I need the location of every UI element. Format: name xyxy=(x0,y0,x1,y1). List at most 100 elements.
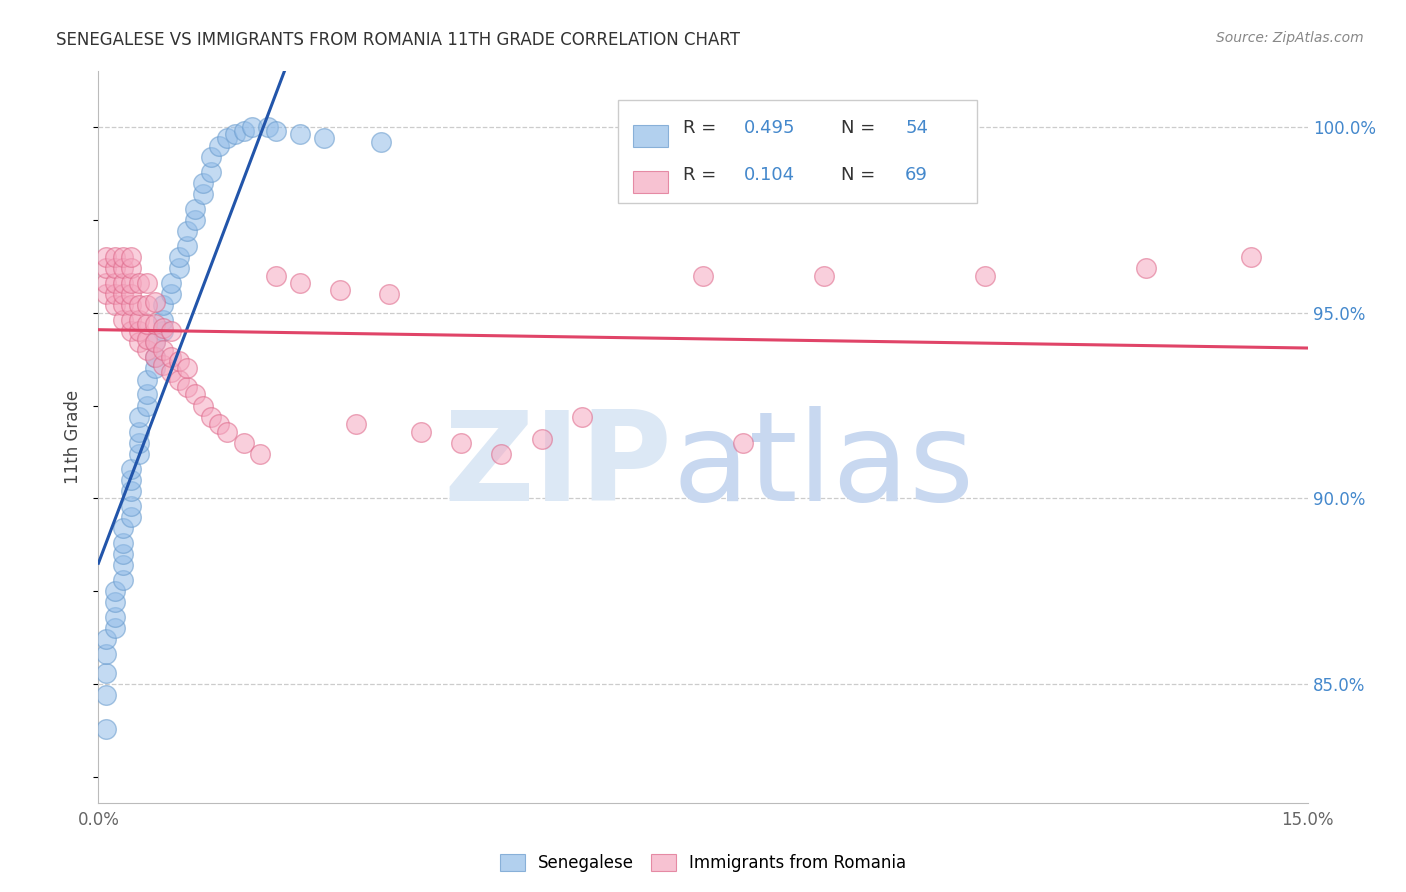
Text: 69: 69 xyxy=(905,166,928,185)
Point xyxy=(120,276,142,290)
Point xyxy=(143,294,166,309)
Point xyxy=(103,250,125,264)
Text: R =: R = xyxy=(683,120,716,137)
Point xyxy=(491,447,513,461)
Point xyxy=(160,365,183,379)
Point xyxy=(152,358,174,372)
Point xyxy=(288,276,311,290)
Point xyxy=(176,361,198,376)
Point xyxy=(135,317,157,331)
Point xyxy=(128,324,150,338)
Point xyxy=(264,124,287,138)
Point xyxy=(111,287,134,301)
Point xyxy=(184,387,207,401)
Point xyxy=(152,298,174,312)
Bar xyxy=(633,171,668,193)
Point xyxy=(96,688,118,702)
Point xyxy=(120,461,142,475)
Point xyxy=(232,435,254,450)
Point xyxy=(128,276,150,290)
Point xyxy=(111,547,134,561)
Point xyxy=(103,595,125,609)
Point xyxy=(176,239,198,253)
Point xyxy=(974,268,997,283)
Text: ZIP: ZIP xyxy=(443,406,672,527)
Point xyxy=(103,610,125,624)
Point xyxy=(128,298,150,312)
Point xyxy=(160,276,183,290)
Point xyxy=(167,354,190,368)
Point xyxy=(120,483,142,498)
Point xyxy=(224,128,246,142)
Point xyxy=(120,324,142,338)
Text: R =: R = xyxy=(683,166,716,185)
Point xyxy=(1240,250,1263,264)
Point xyxy=(208,417,231,431)
Point xyxy=(103,621,125,635)
Point xyxy=(314,131,336,145)
Point xyxy=(96,261,118,276)
Point xyxy=(167,261,190,276)
Point xyxy=(120,287,142,301)
Point xyxy=(143,335,166,350)
Point xyxy=(193,399,215,413)
Y-axis label: 11th Grade: 11th Grade xyxy=(65,390,83,484)
Point xyxy=(1135,261,1157,276)
Point xyxy=(160,351,183,365)
Point xyxy=(217,425,239,439)
Point xyxy=(111,298,134,312)
Point xyxy=(120,313,142,327)
Point xyxy=(135,387,157,401)
Point xyxy=(733,435,755,450)
Point xyxy=(176,380,198,394)
Point xyxy=(329,284,352,298)
Point xyxy=(111,313,134,327)
Point xyxy=(193,176,215,190)
Point xyxy=(103,298,125,312)
Point xyxy=(571,409,593,424)
Point xyxy=(143,361,166,376)
Point xyxy=(103,261,125,276)
Point xyxy=(111,250,134,264)
Point xyxy=(103,287,125,301)
Point xyxy=(120,250,142,264)
Point xyxy=(120,473,142,487)
Point xyxy=(200,409,222,424)
Point xyxy=(344,417,367,431)
Point xyxy=(135,372,157,386)
Point xyxy=(160,324,183,338)
Text: atlas: atlas xyxy=(673,406,974,527)
Point xyxy=(409,425,432,439)
Point xyxy=(143,351,166,365)
Text: 0.104: 0.104 xyxy=(744,166,794,185)
Point xyxy=(152,343,174,357)
Point xyxy=(200,150,222,164)
Point xyxy=(135,332,157,346)
Point xyxy=(370,135,392,149)
Point xyxy=(692,268,714,283)
Point xyxy=(111,261,134,276)
Point xyxy=(103,276,125,290)
Point xyxy=(128,435,150,450)
Point xyxy=(176,224,198,238)
Point xyxy=(96,648,118,662)
Point xyxy=(193,186,215,201)
Text: SENEGALESE VS IMMIGRANTS FROM ROMANIA 11TH GRADE CORRELATION CHART: SENEGALESE VS IMMIGRANTS FROM ROMANIA 11… xyxy=(56,31,740,49)
Point xyxy=(288,128,311,142)
Point xyxy=(96,276,118,290)
Point xyxy=(152,324,174,338)
Point xyxy=(103,584,125,599)
Point xyxy=(208,138,231,153)
Point xyxy=(152,313,174,327)
Text: 0.495: 0.495 xyxy=(744,120,796,137)
Point xyxy=(128,425,150,439)
Point xyxy=(240,120,263,134)
Point xyxy=(264,268,287,283)
Point xyxy=(249,447,271,461)
Point xyxy=(96,632,118,647)
Text: Source: ZipAtlas.com: Source: ZipAtlas.com xyxy=(1216,31,1364,45)
Point xyxy=(111,573,134,587)
Point xyxy=(135,399,157,413)
Point xyxy=(135,343,157,357)
Point xyxy=(152,320,174,334)
